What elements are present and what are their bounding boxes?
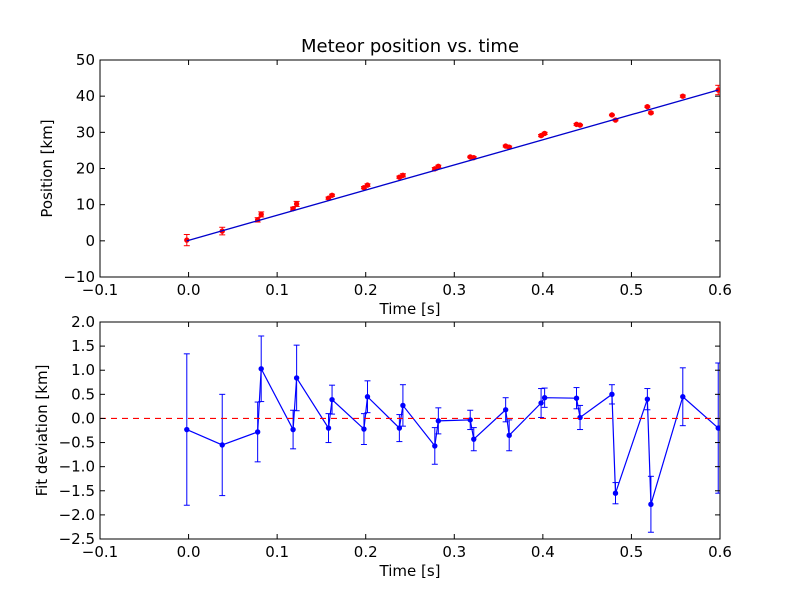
panel2-data-point — [396, 425, 403, 431]
panel1-data-point — [541, 130, 548, 137]
panel2-data-point — [573, 395, 580, 401]
panel1-y-tick-label: 30 — [76, 123, 95, 141]
panel2-data-point — [325, 425, 332, 431]
panel1-y-axis-label: Position [km] — [38, 119, 56, 217]
panel2-deviation-line — [186, 366, 719, 505]
panel2-data-point — [648, 501, 654, 507]
panel2-y-tick-label: 2.0 — [71, 313, 95, 331]
panel2-x-tick-label: 0.0 — [177, 543, 201, 561]
panel2-x-tick-label: 0.4 — [531, 543, 555, 561]
panel2-data-point — [432, 443, 438, 449]
panel2-x-axis-label: Time [s] — [379, 562, 441, 580]
panel2-x-tick-label: −0.1 — [82, 543, 118, 561]
panel2-data-point — [184, 426, 190, 433]
panel1-data-point — [400, 172, 406, 179]
panel2-data-point — [715, 425, 720, 431]
panel1-series-layer — [183, 84, 720, 247]
panel1-data-point — [258, 211, 264, 218]
panel1-y-tick-label: 20 — [76, 160, 95, 178]
panel2-data-point — [400, 402, 406, 409]
panel1-data-point — [435, 163, 442, 170]
panel2-data-point — [254, 429, 261, 435]
panel2-data-point — [361, 426, 367, 432]
panel1-x-tick-label: 0.1 — [265, 281, 289, 299]
panel2-data-point — [612, 490, 619, 496]
panel2-data-point — [290, 426, 296, 433]
panel2-y-tick-label: 1.0 — [71, 361, 95, 379]
panel1-x-axis-label: Time [s] — [379, 300, 441, 318]
panel2-y-tick-label: 0.0 — [71, 409, 95, 427]
panel2-data-point — [502, 407, 509, 413]
panel2-data-point — [329, 396, 335, 403]
panel2-data-point — [644, 396, 651, 402]
panel2-x-tick-label: 0.6 — [708, 543, 732, 561]
panel1-data-point — [648, 110, 654, 116]
panel1-y-tick-label: −10 — [63, 268, 95, 286]
panel2-x-tick-label: 0.2 — [354, 543, 378, 561]
panel2-data-point — [467, 417, 473, 423]
panel1-x-tick-label: 0.4 — [531, 281, 555, 299]
panel2-y-tick-label: −1.0 — [59, 458, 95, 476]
panel1-linear-fit-line — [186, 89, 719, 242]
panel1-data-point — [364, 182, 371, 188]
panel1-x-tick-label: 0.0 — [177, 281, 201, 299]
panel1-x-tick-label: −0.1 — [82, 281, 118, 299]
panel2-data-point — [541, 395, 548, 401]
panel1-y-tick-label: 40 — [76, 87, 95, 105]
panel1-x-tick-label: 0.2 — [354, 281, 378, 299]
panel1-y-tick-label: 10 — [76, 196, 95, 214]
panel1-data-point — [577, 122, 583, 128]
panel1-data-point — [329, 192, 335, 198]
panel2-y-tick-label: 1.5 — [71, 337, 95, 355]
panel1-data-point — [644, 103, 651, 110]
panel1-plot-area — [99, 59, 721, 278]
panel2-data-point — [680, 394, 686, 400]
panel2-data-point — [364, 394, 371, 400]
panel1-frame — [99, 59, 721, 278]
panel2-data-point — [471, 436, 477, 442]
panel2-x-tick-label: 0.1 — [265, 543, 289, 561]
panel2-y-tick-label: 0.5 — [71, 385, 95, 403]
panel1-x-tick-label: 0.6 — [708, 281, 732, 299]
panel1-x-tick-label: 0.3 — [442, 281, 466, 299]
panel1-data-point — [293, 201, 300, 207]
panel1-x-tick-label: 0.5 — [619, 281, 643, 299]
panel2-y-tick-label: −0.5 — [59, 434, 95, 452]
panel2-series-layer — [100, 335, 720, 533]
panel1-y-tick-label: 0 — [85, 232, 95, 250]
panel2-plot-area — [99, 321, 721, 540]
panel2-x-tick-label: 0.5 — [619, 543, 643, 561]
panel2-data-point — [609, 391, 615, 398]
panel2-data-point — [538, 400, 544, 406]
panel2-data-point — [219, 442, 225, 448]
panel1-chart-title: Meteor position vs. time — [301, 36, 519, 57]
panel2-data-point — [435, 418, 442, 424]
panel1-data-point — [680, 93, 686, 99]
panel2-y-tick-label: −2.5 — [59, 530, 95, 548]
panel1-y-tick-label: 50 — [76, 51, 95, 69]
panel2-y-tick-label: −2.0 — [59, 506, 95, 524]
panel2-frame — [99, 321, 721, 540]
panel2-y-axis-label: Fit deviation [km] — [33, 365, 51, 497]
panel1-data-point — [609, 112, 615, 118]
panel2-data-point — [293, 375, 300, 381]
panel2-data-point — [506, 432, 512, 439]
panel2-y-tick-label: −1.5 — [59, 482, 95, 500]
panel2-data-point — [258, 366, 264, 372]
panel2-x-tick-label: 0.3 — [442, 543, 466, 561]
